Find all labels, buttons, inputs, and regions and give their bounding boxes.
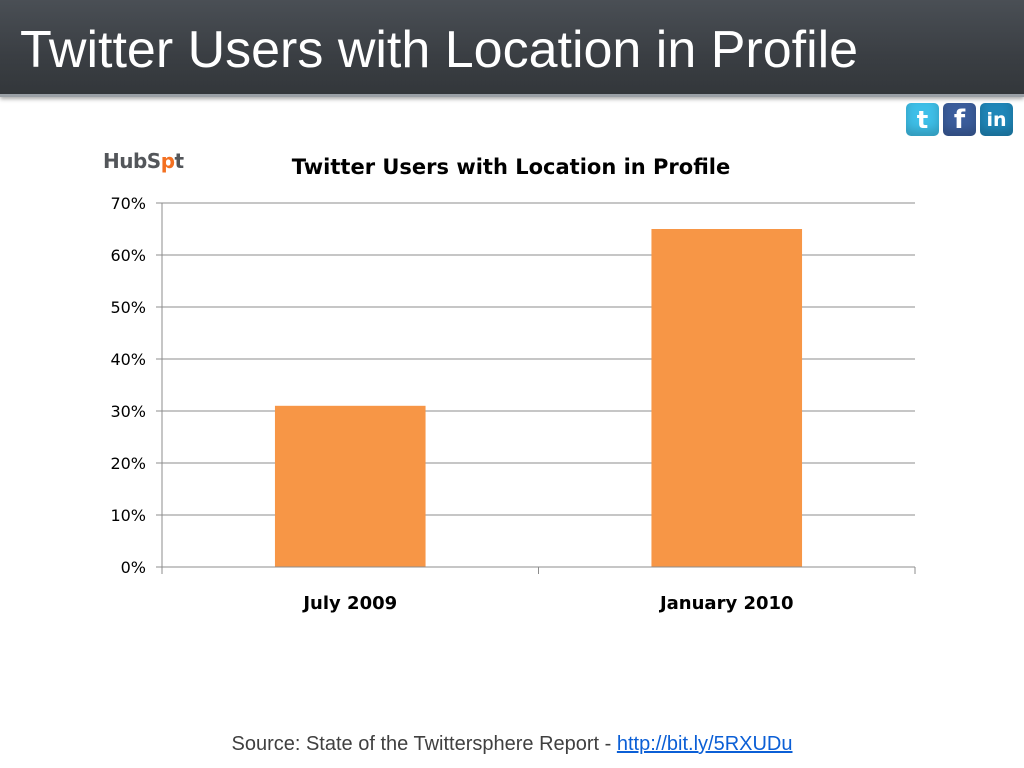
linkedin-icon[interactable]: in [980,103,1013,136]
y-tick-label: 10% [110,506,146,525]
x-axis-labels: July 2009 January 2010 [301,593,793,614]
y-tick-label: 40% [110,350,146,369]
x-axis [161,566,916,574]
hubspot-logo: HubSpt [103,149,184,173]
logo-text-b: p [160,149,175,173]
logo-text-c: t [174,149,185,173]
y-tick-label: 0% [121,558,146,577]
title-bar: Twitter Users with Location in Profile [0,0,1024,97]
slide-title: Twitter Users with Location in Profile [20,21,859,79]
y-tick-label: 30% [110,402,146,421]
chart-title: Twitter Users with Location in Profile [292,155,730,179]
y-tick-label: 20% [110,454,146,473]
bar-july-2009 [274,405,426,567]
social-buttons: t f in [906,103,1013,136]
bars [274,229,803,567]
logo-text-a: HubS [103,149,161,173]
y-axis-ticks: 0% 10% 20% 30% 40% 50% 60% 70% [110,194,163,577]
y-tick-label: 50% [110,298,146,317]
bar-january-2010 [651,229,803,567]
facebook-icon[interactable]: f [943,103,976,136]
source-link[interactable]: http://bit.ly/5RXUDu [616,733,793,755]
footer-source: Source: State of the Twittersphere Repor… [0,733,1024,756]
y-tick-label: 70% [110,194,146,213]
twitter-icon[interactable]: t [906,103,939,136]
source-text: Source: State of the Twittersphere Repor… [231,733,617,755]
x-tick-label: January 2010 [658,593,794,614]
x-tick-label: July 2009 [301,593,397,614]
y-tick-label: 60% [110,246,146,265]
